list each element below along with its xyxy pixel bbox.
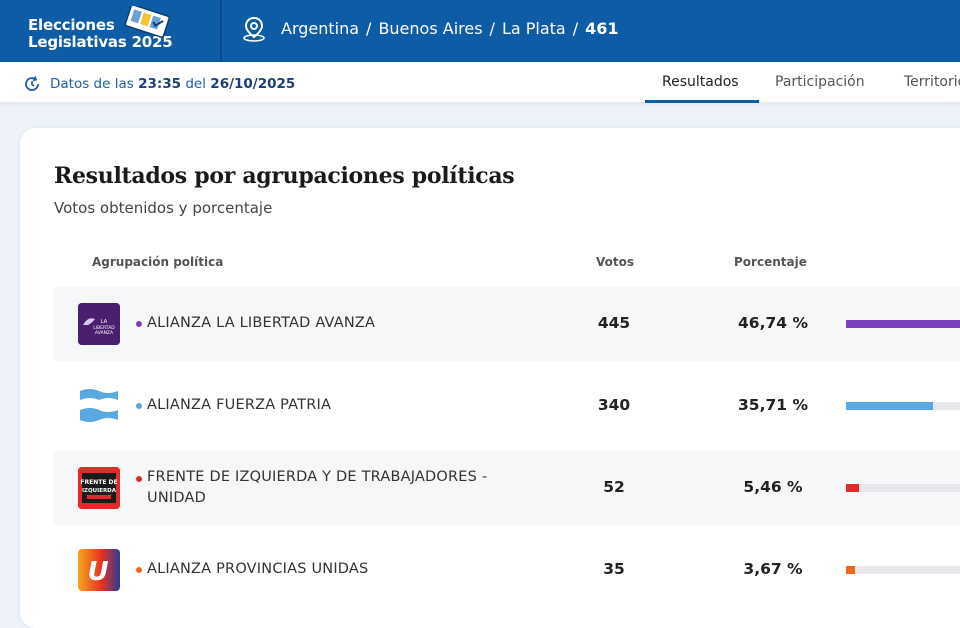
refresh-clock-icon — [25, 76, 39, 91]
breadcrumb-separator: / — [366, 19, 372, 38]
party-name: ALIANZA LA LIBERTAD AVANZA — [147, 315, 376, 331]
breadcrumb-city[interactable]: La Plata — [501, 19, 566, 38]
party-name: ALIANZA PROVINCIAS UNIDAS — [147, 561, 369, 577]
breadcrumb-country[interactable]: Argentina — [281, 19, 360, 38]
percent-bar-track — [846, 320, 960, 328]
table-row[interactable]: ALIANZA FUERZA PATRIA 340 35,71 % — [53, 369, 960, 443]
last-updated: Datos de las 23:35 del 26/10/2025 — [50, 76, 295, 92]
party-percent: 35,71 % — [738, 396, 808, 414]
breadcrumb-province[interactable]: Buenos Aires — [378, 19, 483, 38]
party-votes: 52 — [603, 478, 625, 496]
party-logo: U — [78, 549, 120, 591]
party-percent: 5,46 % — [743, 478, 803, 496]
argentina-flag-icon — [80, 389, 118, 422]
breadcrumb-separator: / — [572, 19, 579, 38]
brand-title: Elecciones Legislativas 2025 — [28, 17, 173, 51]
active-tab-indicator — [645, 100, 759, 103]
logo-label: FRENTE DE — [80, 479, 117, 486]
party-logo: LA LIBERTAD AVANZA — [78, 303, 120, 345]
party-name: FRENTE DE IZQUIERDA Y DE TRABAJADORES - … — [147, 469, 488, 506]
logo-label: LA — [101, 319, 108, 325]
percent-bar-fill — [846, 484, 860, 492]
updated-date: 26/10/2025 — [210, 76, 296, 92]
logo-label: U — [87, 557, 108, 587]
updated-time: 23:35 — [138, 76, 182, 92]
table-row[interactable]: FRENTE DE IZQUIERDA FRENTE DE IZQUIERDA … — [53, 451, 960, 525]
percent-bar-track — [846, 484, 960, 492]
percent-bar-track — [846, 402, 960, 410]
column-header-party: Agrupación política — [92, 255, 224, 269]
tab-resultados[interactable]: Resultados — [662, 74, 739, 90]
location-pin-icon — [243, 16, 265, 42]
party-percent: 3,67 % — [743, 560, 803, 578]
breadcrumb-separator: / — [489, 19, 495, 38]
provincias-unidas-logo-icon: U — [87, 557, 108, 587]
party-logo — [78, 385, 120, 427]
party-percent: 46,74 % — [738, 314, 808, 332]
card-title: Resultados por agrupaciones políticas — [54, 163, 515, 189]
logo-label: AVANZA — [95, 330, 114, 336]
party-name: ALIANZA FUERZA PATRIA — [147, 397, 332, 413]
party-votes: 445 — [597, 314, 631, 332]
party-votes: 340 — [597, 396, 631, 414]
table-row[interactable]: U ALIANZA PROVINCIAS UNIDAS 35 3,67 % — [53, 533, 960, 607]
percent-bar-fill — [846, 566, 855, 574]
percent-bar-fill — [846, 402, 934, 410]
party-logo: FRENTE DE IZQUIERDA — [78, 467, 120, 509]
results-card: Resultados por agrupaciones políticas Vo… — [20, 128, 960, 628]
brand-logo[interactable]: Elecciones Legislativas 2025 — [0, 0, 220, 62]
sub-header: Datos de las 23:35 del 26/10/2025 Result… — [0, 62, 960, 103]
lla-lion-icon: LA LIBERTAD AVANZA — [78, 303, 120, 345]
percent-bar-fill — [846, 320, 960, 328]
column-header-votes: Votos — [596, 255, 634, 269]
ballot-icon — [124, 6, 170, 38]
breadcrumb: Argentina / Buenos Aires / La Plata / 461 — [281, 19, 619, 38]
party-color-dot — [136, 476, 142, 482]
party-votes: 35 — [603, 560, 625, 578]
column-header-percent: Porcentaje — [734, 255, 807, 269]
logo-label: IZQUIERDA — [82, 488, 117, 494]
updated-mid: del — [185, 76, 206, 92]
brand-title-line1: Elecciones — [28, 16, 115, 34]
top-header: Elecciones Legislativas 2025 Argentina / B… — [0, 0, 960, 62]
tab-participacion[interactable]: Participación — [775, 74, 865, 90]
fit-logo-icon: FRENTE DE IZQUIERDA — [78, 467, 120, 509]
header-divider — [220, 0, 222, 62]
card-subtitle: Votos obtenidos y porcentaje — [54, 199, 273, 217]
tab-territorio[interactable]: Territorio — [904, 74, 960, 90]
updated-prefix: Datos de las — [50, 76, 134, 92]
brand-title-line2: Legislativas 2025 — [28, 33, 173, 51]
percent-bar-track — [846, 566, 960, 574]
party-color-dot — [136, 403, 142, 409]
logo-label: LIBERTAD — [93, 325, 115, 331]
breadcrumb-circuit: 461 — [585, 19, 619, 38]
party-color-dot — [136, 567, 142, 573]
table-row[interactable]: LA LIBERTAD AVANZA ALIANZA LA LIBERTAD A… — [53, 287, 960, 361]
party-color-dot — [136, 321, 142, 327]
